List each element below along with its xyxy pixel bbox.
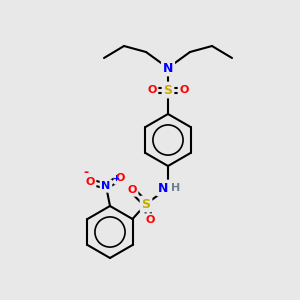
Text: N: N — [101, 181, 111, 191]
Text: O: O — [127, 185, 137, 195]
Text: O: O — [85, 177, 95, 187]
Text: O: O — [145, 215, 155, 225]
Text: N: N — [158, 182, 168, 194]
Text: O: O — [147, 85, 157, 95]
Text: H: H — [171, 183, 181, 193]
Text: S: S — [164, 83, 172, 97]
Text: O: O — [179, 85, 189, 95]
Text: -: - — [83, 166, 88, 179]
Text: O: O — [115, 173, 125, 183]
Text: N: N — [163, 61, 173, 74]
Text: S: S — [142, 197, 151, 211]
Text: +: + — [112, 174, 119, 183]
